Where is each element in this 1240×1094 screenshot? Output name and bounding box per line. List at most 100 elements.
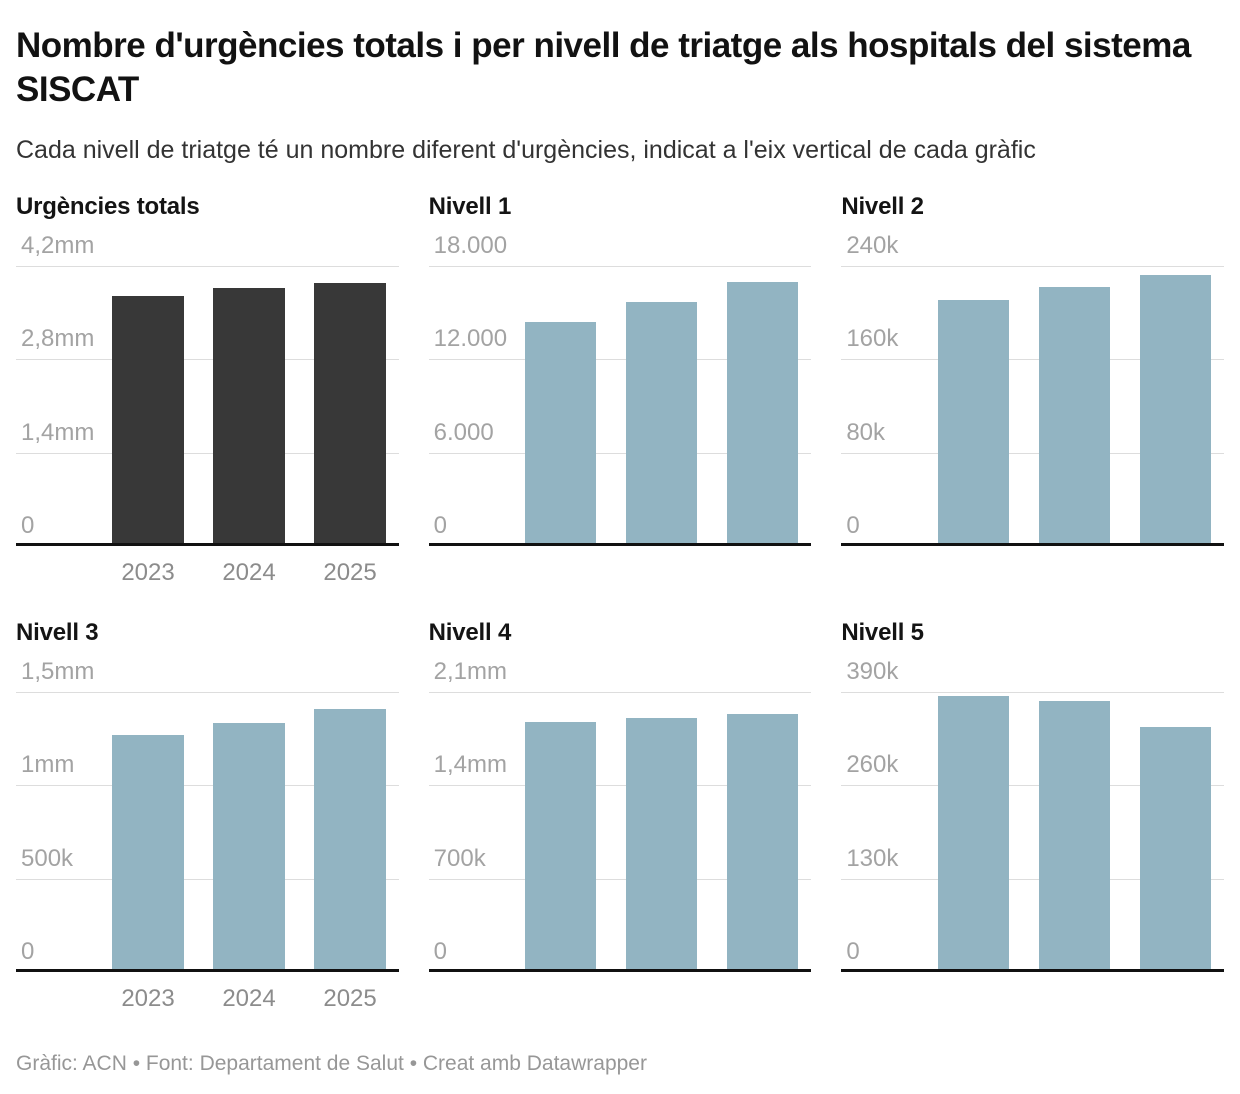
chart-panel-urg-ncies-totals: Urgències totals 4,2mm 2,8mm 1,4mm 0 2023 2024…: [16, 192, 399, 588]
bar-2023: [525, 722, 597, 972]
x-axis-labels: 2023 2024 2025: [16, 558, 399, 588]
chart-panel-nivell-2: Nivell 2 240k 160k 80k 0: [841, 192, 1224, 588]
plot-area: 390k 260k 130k 0: [841, 658, 1224, 972]
y-tick-label: 500k: [21, 844, 74, 872]
plot-area: 240k 160k 80k 0: [841, 232, 1224, 546]
bar-2023: [112, 296, 184, 546]
panel-title: Nivell 5: [841, 619, 924, 646]
panel-title: Nivell 2: [841, 193, 924, 220]
x-axis-line: [16, 543, 399, 546]
gridline: [428, 359, 812, 361]
gridline: [841, 359, 1224, 361]
y-tick-label: 2,1mm: [433, 658, 508, 685]
bar-2025: [727, 282, 799, 546]
y-tick-label: 18.000: [433, 232, 508, 259]
x-tick-label: 2023: [121, 985, 175, 1012]
y-tick-label: 0: [846, 512, 860, 539]
small-multiples-grid: Urgències totals 4,2mm 2,8mm 1,4mm 0 2023 2024…: [16, 192, 1224, 1014]
bar-2025: [1139, 727, 1211, 972]
bar-2025: [314, 709, 386, 972]
x-axis-labels: [841, 558, 1224, 588]
gridline: [428, 452, 812, 454]
plot-area: 1,5mm 1mm 500k 0: [16, 658, 399, 972]
gridline: [16, 452, 399, 454]
y-tick-label: 700k: [433, 844, 486, 872]
chart-footer: Gràfic: ACN • Font: Departament de Salut…: [16, 1052, 647, 1075]
plot-area: 18.000 12.000 6.000 0: [428, 232, 812, 546]
x-axis-labels: [429, 558, 812, 588]
gridline: [16, 266, 399, 267]
x-tick-label: 2025: [323, 985, 377, 1012]
gridline: [841, 452, 1224, 454]
panel-title: Nivell 1: [428, 193, 512, 220]
x-axis-line: [428, 543, 812, 546]
panel-title: Nivell 4: [428, 619, 512, 646]
gridline: [428, 266, 812, 267]
gridline: [841, 878, 1224, 880]
bar-2025: [1139, 275, 1211, 546]
bar-2025: [727, 713, 799, 972]
plot-area: 2,1mm 1,4mm 700k 0: [428, 658, 812, 972]
gridline: [16, 359, 399, 361]
gridline: [841, 785, 1224, 787]
panel-title: Nivell 3: [16, 619, 99, 646]
y-tick-label: 1,4mm: [433, 751, 508, 779]
y-tick-label: 390k: [846, 658, 899, 685]
chart-panel-nivell-1: Nivell 1 18.000 12.000 6.000 0: [428, 192, 812, 588]
x-axis-labels: 2023 2024 2025: [16, 984, 399, 1014]
y-tick-label: 160k: [846, 325, 899, 353]
y-tick-label: 80k: [846, 418, 886, 446]
bar-2025: [314, 283, 386, 546]
y-tick-label: 2,8mm: [21, 325, 95, 353]
chart-panel-nivell-5: Nivell 5 390k 260k 130k 0: [841, 618, 1224, 1014]
y-tick-label: 1,4mm: [21, 418, 95, 446]
y-tick-label: 0: [21, 938, 35, 965]
chart-panel-nivell-4: Nivell 4 2,1mm 1,4mm 700k 0: [428, 618, 812, 1014]
y-tick-label: 0: [846, 938, 860, 965]
x-tick-label: 2024: [222, 559, 276, 586]
gridline: [428, 692, 812, 693]
gridline: [16, 692, 399, 693]
gridline: [841, 266, 1224, 267]
gridline: [841, 692, 1224, 693]
bar-2024: [1038, 701, 1110, 972]
bar-2024: [213, 288, 285, 546]
bar-2024: [1038, 287, 1110, 546]
x-axis-labels: [841, 984, 1224, 1014]
bar-2024: [626, 301, 698, 546]
x-tick-label: 2024: [222, 985, 276, 1012]
x-tick-label: 2025: [323, 559, 377, 586]
panel-title: Urgències totals: [16, 193, 200, 220]
x-axis-labels: [429, 984, 812, 1014]
bar-2023: [112, 734, 184, 972]
y-tick-label: 4,2mm: [21, 232, 95, 259]
y-tick-label: 0: [21, 512, 35, 539]
x-axis-line: [428, 969, 812, 972]
x-axis-line: [841, 543, 1224, 546]
gridline: [428, 878, 812, 880]
y-tick-label: 12.000: [433, 325, 508, 353]
bar-2023: [937, 695, 1009, 972]
bar-2024: [626, 718, 698, 972]
x-axis-line: [16, 969, 399, 972]
y-tick-label: 0: [433, 512, 448, 539]
bar-2023: [525, 322, 597, 546]
gridline: [16, 785, 399, 787]
y-tick-label: 1,5mm: [21, 658, 95, 685]
page-title: Nombre d'urgències totals i per nivell d…: [16, 26, 1191, 109]
x-axis-line: [841, 969, 1224, 972]
page-subtitle: Cada nivell de triatge té un nombre dife…: [16, 136, 1036, 164]
gridline: [16, 878, 399, 880]
y-tick-label: 240k: [846, 232, 899, 259]
y-tick-label: 1mm: [21, 751, 75, 779]
y-tick-label: 260k: [846, 751, 899, 779]
y-tick-label: 0: [433, 938, 448, 965]
bar-2023: [937, 299, 1009, 546]
gridline: [428, 785, 812, 787]
chart-panel-nivell-3: Nivell 3 1,5mm 1mm 500k 0 2023 2024 2025: [16, 618, 399, 1014]
y-tick-label: 6.000: [433, 418, 494, 446]
x-tick-label: 2023: [121, 559, 175, 586]
bar-2024: [213, 723, 285, 972]
y-tick-label: 130k: [846, 844, 899, 872]
